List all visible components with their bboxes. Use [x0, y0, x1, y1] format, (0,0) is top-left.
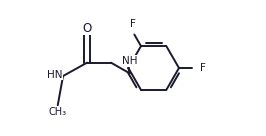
- Text: HN: HN: [47, 70, 63, 80]
- Text: NH: NH: [122, 56, 138, 66]
- Text: O: O: [82, 21, 92, 35]
- Text: CH₃: CH₃: [49, 107, 67, 117]
- Text: F: F: [130, 19, 136, 29]
- Text: F: F: [200, 63, 206, 73]
